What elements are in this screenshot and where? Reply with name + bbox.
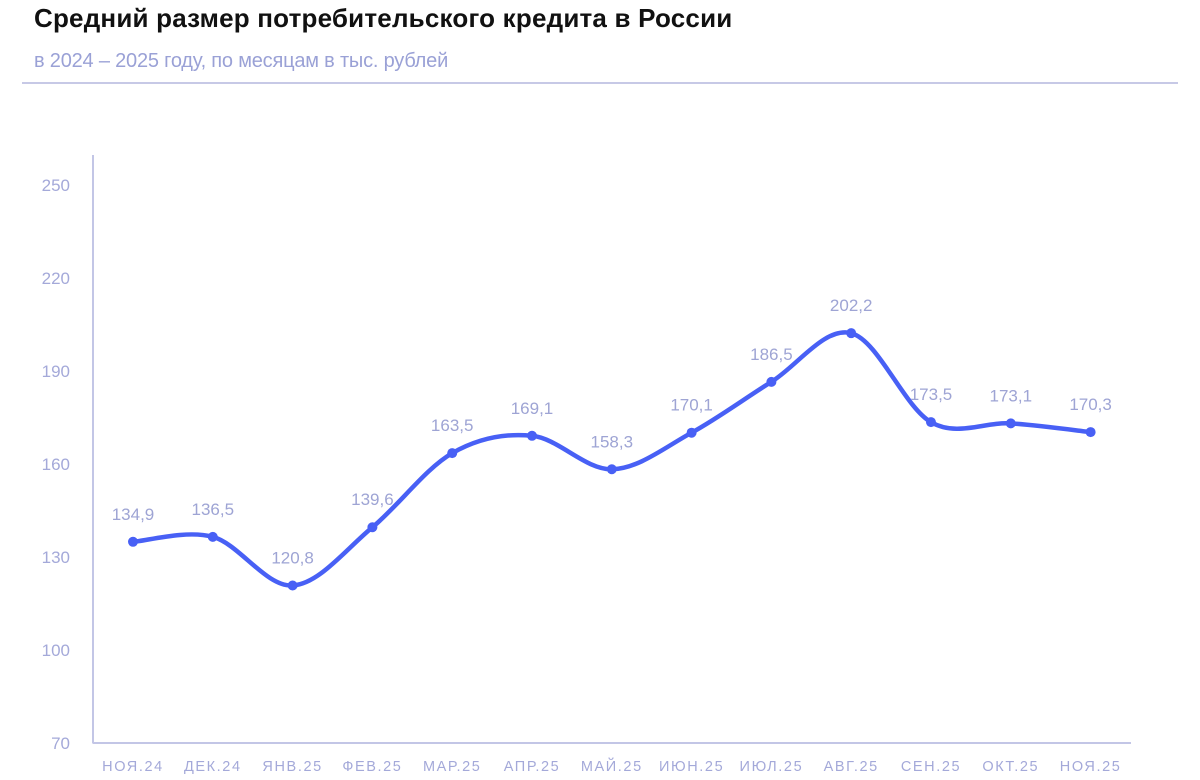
- x-tick-label: АВГ.25: [824, 759, 879, 775]
- data-point: [606, 464, 617, 475]
- y-tick-label: 190: [42, 362, 70, 381]
- x-tick-label: ИЮН.25: [659, 759, 724, 775]
- data-label: 163,5: [431, 416, 474, 435]
- x-tick-label: АПР.25: [504, 759, 561, 775]
- y-tick-label: 250: [42, 176, 70, 195]
- data-point: [287, 580, 298, 591]
- data-label: 169,1: [511, 399, 554, 418]
- data-point: [527, 430, 537, 441]
- x-axis: НОЯ.24 ДЕК.24 ЯНВ.25 ФЕВ.25 МАР.25 АПР.25 МАЙ.…: [93, 742, 1131, 775]
- data-label: 134,9: [112, 505, 155, 524]
- y-tick-label: 160: [42, 455, 70, 474]
- x-tick-label: ФЕВ.25: [342, 759, 402, 775]
- data-label: 158,3: [591, 432, 634, 451]
- data-point: [846, 328, 857, 339]
- data-label: 173,5: [910, 385, 953, 404]
- y-axis: 70 100 130 160 190 220 250: [42, 155, 94, 753]
- data-point: [447, 448, 458, 459]
- data-label: 136,5: [192, 500, 235, 519]
- data-label: 120,8: [271, 549, 314, 568]
- y-tick-label: 100: [42, 641, 70, 660]
- x-tick-label: СЕН.25: [901, 759, 961, 775]
- y-tick-label: 220: [42, 269, 70, 288]
- y-tick-label: 130: [42, 548, 70, 567]
- data-points: [128, 328, 1096, 591]
- data-label: 139,6: [351, 490, 394, 509]
- x-tick-label: МАР.25: [423, 759, 481, 775]
- data-label: 170,1: [670, 396, 713, 415]
- data-point: [686, 427, 697, 438]
- chart-subtitle: в 2024 – 2025 году, по месяцам в тыс. ру…: [34, 50, 449, 72]
- y-tick-label: 70: [51, 734, 70, 753]
- x-tick-label: ДЕК.24: [184, 759, 242, 775]
- x-tick-label: МАЙ.25: [581, 757, 643, 775]
- x-tick-label: ИЮЛ.25: [740, 759, 804, 775]
- x-tick-label: ОКТ.25: [982, 759, 1039, 775]
- data-label: 202,2: [830, 296, 873, 315]
- data-label: 170,3: [1069, 395, 1112, 414]
- x-tick-label: НОЯ.25: [1060, 759, 1122, 775]
- data-label: 173,1: [990, 386, 1033, 405]
- data-point: [1005, 418, 1016, 429]
- data-point: [926, 417, 936, 428]
- data-point: [1085, 427, 1096, 438]
- data-point: [367, 522, 378, 533]
- data-point: [207, 531, 218, 542]
- chart-title: Средний размер потребительского кредита …: [34, 3, 733, 33]
- header-divider: [22, 82, 1178, 84]
- data-label: 186,5: [750, 345, 793, 364]
- data-point: [128, 536, 138, 547]
- x-tick-label: ЯНВ.25: [262, 759, 322, 775]
- x-tick-label: НОЯ.24: [102, 759, 164, 775]
- data-point: [766, 376, 777, 387]
- data-labels: 134,9 136,5 120,8 139,6 163,5 169,1 158,3 170,1…: [112, 296, 1112, 567]
